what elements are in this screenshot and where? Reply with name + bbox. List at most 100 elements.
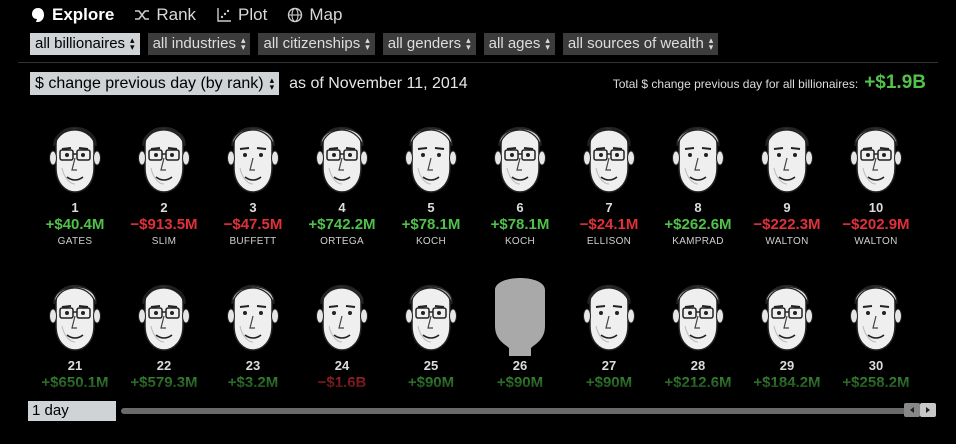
dollar-change: +$90M [496,374,544,391]
billionaire-name: ORTEGA [320,236,364,247]
period-select[interactable]: 1 day [28,401,116,421]
rank-number: 25 [423,358,439,373]
billionaire-name: WALTON [765,236,809,247]
dollar-change: +$742.2M [308,216,376,233]
billionaire-card[interactable]: 1 +$40.4M GATES [30,112,120,247]
portrait [316,126,368,193]
billionaire-card[interactable]: 30 +$258.2M [831,270,921,391]
billionaire-card[interactable]: 10 −$202.9M WALTON [831,112,921,247]
nav-label: Explore [52,5,115,24]
rank-number: 5 [427,200,435,215]
nav-plot[interactable]: Plot [216,5,267,25]
billionaire-card[interactable]: 25 +$90M [386,270,476,391]
rank-number: 27 [601,358,617,373]
dollar-change: +$579.3M [130,374,198,391]
dollar-change: +$184.2M [753,374,821,391]
dollar-change: −$222.3M [753,216,821,233]
portrait [583,284,635,351]
billionaire-card[interactable]: 27 +$90M [564,270,654,391]
nav-map[interactable]: Map [287,5,342,25]
rank-number: 1 [71,200,79,215]
rank-number: 26 [512,358,528,373]
rank-number: 30 [868,358,884,373]
as-of-date: as of November 11, 2014 [289,74,468,92]
dollar-change: +$90M [585,374,633,391]
billionaire-card[interactable]: 8 +$262.6M KAMPRAD [653,112,743,247]
rank-icon [134,7,150,23]
total-change: Total $ change previous day for all bill… [613,72,926,94]
filter-label: all genders [387,35,462,52]
billionaire-card[interactable]: 3 −$47.5M BUFFETT [208,112,298,247]
dollar-change: −$47.5M [223,216,283,233]
filter-billionaires[interactable]: all billionaires ▴ ▾ [30,33,140,55]
rank-number: 28 [690,358,706,373]
billionaire-card[interactable]: 5 +$78.1M KOCH [386,112,476,247]
dollar-change: −$202.9M [842,216,910,233]
portrait [761,126,813,193]
portrait [761,284,813,351]
dollar-change: −$913.5M [130,216,198,233]
explore-icon [30,7,46,23]
filter-citizenships[interactable]: all citizenships ▴ ▾ [258,33,375,55]
select-arrows-icon: ▴ ▾ [269,74,275,92]
portrait [138,126,190,193]
portrait [138,284,190,351]
dollar-change: +$40.4M [45,216,105,233]
filter-industries[interactable]: all industries ▴ ▾ [147,33,251,55]
portrait [227,126,279,193]
billionaire-name: BUFFETT [229,236,277,247]
filter-label: all ages [488,35,541,52]
dollar-change: +$258.2M [842,374,910,391]
dollar-change: −$24.1M [579,216,639,233]
select-arrows-icon: ▴ ▾ [130,35,135,52]
portrait [672,284,724,351]
portrait [850,284,902,351]
select-arrows-icon: ▴ ▾ [466,35,471,52]
left-arrow-icon [910,407,914,413]
portrait [49,284,101,351]
rank-number: 4 [338,200,346,215]
dollar-change: +$90M [407,374,455,391]
nav-explore[interactable]: Explore [30,5,114,25]
billionaire-card[interactable]: 23 +$3.2M [208,270,298,391]
billionaire-card[interactable]: 24 −$1.6B [297,270,387,391]
filter-label: all citizenships [263,35,361,52]
billionaire-card[interactable]: 26 +$90M [475,270,565,391]
timeline-handle-left[interactable] [904,403,920,417]
rank-number: 24 [334,358,350,373]
billionaire-name: GATES [57,236,93,247]
dollar-change: +$3.2M [227,374,279,391]
sort-select[interactable]: $ change previous day (by rank) ▴ ▾ [30,72,280,95]
billionaire-card[interactable]: 9 −$222.3M WALTON [742,112,832,247]
dollar-change: +$650.1M [41,374,109,391]
nav-rank[interactable]: Rank [134,5,196,25]
filter-ages[interactable]: all ages ▴ ▾ [483,33,555,55]
timeline-handle-right[interactable] [920,403,936,417]
billionaire-card[interactable]: 6 +$78.1M KOCH [475,112,565,247]
billionaire-card[interactable]: 7 −$24.1M ELLISON [564,112,654,247]
billionaire-card[interactable]: 28 +$212.6M [653,270,743,391]
billionaire-card[interactable]: 22 +$579.3M [119,270,209,391]
billionaire-card[interactable]: 4 +$742.2M ORTEGA [297,112,387,247]
filter-genders[interactable]: all genders ▴ ▾ [382,33,476,55]
nav-label: Rank [156,5,197,24]
select-arrows-icon: ▴ ▾ [545,35,550,52]
billionaire-card[interactable]: 29 +$184.2M [742,270,832,391]
portrait [405,126,457,193]
filter-label: all sources of wealth [567,35,704,52]
portrait [494,126,546,193]
portrait [316,284,368,351]
sort-label: $ change previous day (by rank) [35,74,264,92]
billionaire-card[interactable]: 21 +$650.1M [30,270,120,391]
filter-label: all industries [152,35,236,52]
dollar-change: +$212.6M [664,374,732,391]
filter-sources[interactable]: all sources of wealth ▴ ▾ [562,33,719,55]
portrait [850,126,902,193]
billionaire-card[interactable]: 2 −$913.5M SLIM [119,112,209,247]
billionaire-name: KOCH [415,236,447,247]
sort-row: $ change previous day (by rank) ▴ ▾ as of… [30,72,468,95]
timeline-track[interactable] [121,408,908,414]
billionaire-name: KOCH [504,236,536,247]
rank-number: 29 [779,358,795,373]
total-value: +$1.9B [864,72,926,93]
